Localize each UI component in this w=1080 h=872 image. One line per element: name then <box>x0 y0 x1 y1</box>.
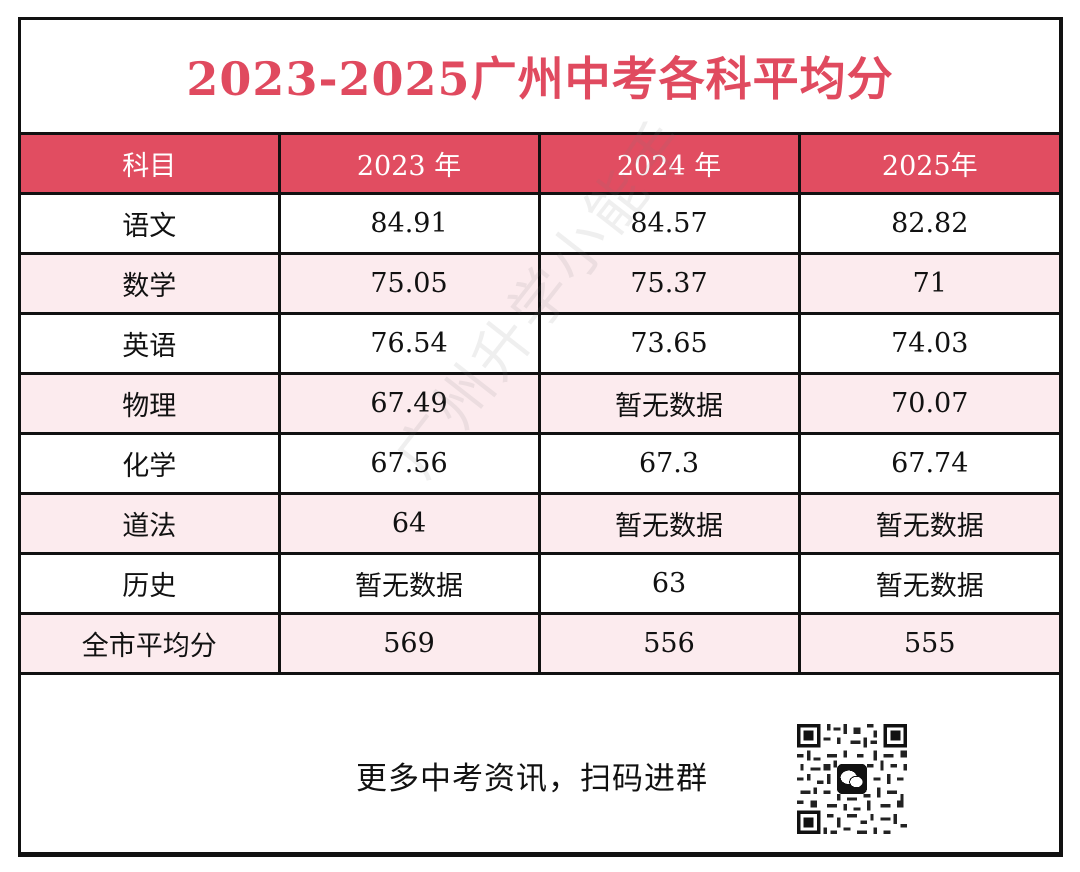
header-2023: 2023 年 <box>277 132 541 195</box>
table-row: 语文 84.91 84.57 82.82 <box>21 192 1059 255</box>
footer-cta-text: 更多中考资讯，扫码进群 <box>356 761 708 797</box>
page-title: 2023-2025广州中考各科平均分 <box>186 52 894 106</box>
wechat-qr-code-icon[interactable] <box>797 724 907 834</box>
cell-2023: 76.54 <box>277 312 541 375</box>
table-row: 化学 67.56 67.3 67.74 <box>21 432 1059 495</box>
table-header-row: 科目 2023 年 2024 年 2025年 <box>21 132 1059 195</box>
header-2024: 2024 年 <box>537 132 801 195</box>
cell-2025: 74.03 <box>797 312 1059 375</box>
cell-2024: 67.3 <box>537 432 801 495</box>
cell-2023: 暂无数据 <box>277 552 541 615</box>
cell-2024: 73.65 <box>537 312 801 375</box>
cell-2024: 84.57 <box>537 192 801 255</box>
table-row: 数学 75.05 75.37 71 <box>21 252 1059 315</box>
cell-2024: 556 <box>537 612 801 675</box>
cell-2024: 75.37 <box>537 252 801 315</box>
footer: 更多中考资讯，扫码进群 <box>21 698 1059 852</box>
cell-2025: 67.74 <box>797 432 1059 495</box>
cell-2023: 67.56 <box>277 432 541 495</box>
cell-subject: 历史 <box>21 552 281 615</box>
cell-subject: 物理 <box>21 372 281 435</box>
cell-subject: 英语 <box>21 312 281 375</box>
cell-2023: 84.91 <box>277 192 541 255</box>
cell-2025: 71 <box>797 252 1059 315</box>
cell-subject: 语文 <box>21 192 281 255</box>
table-row: 英语 76.54 73.65 74.03 <box>21 312 1059 375</box>
cell-2025: 555 <box>797 612 1059 675</box>
cell-2025: 暂无数据 <box>797 552 1059 615</box>
scores-table: 科目 2023 年 2024 年 2025年 语文 84.91 84.57 82… <box>21 132 1059 675</box>
cell-2025: 70.07 <box>797 372 1059 435</box>
table-row: 物理 67.49 暂无数据 70.07 <box>21 372 1059 435</box>
cell-subject: 全市平均分 <box>21 612 281 675</box>
header-subject: 科目 <box>21 132 281 195</box>
cell-2025: 82.82 <box>797 192 1059 255</box>
cell-subject: 数学 <box>21 252 281 315</box>
cell-2025: 暂无数据 <box>797 492 1059 555</box>
cell-2024: 暂无数据 <box>537 372 801 435</box>
cell-2023: 64 <box>277 492 541 555</box>
cell-2024: 63 <box>537 552 801 615</box>
cell-subject: 道法 <box>21 492 281 555</box>
header-2025: 2025年 <box>797 132 1059 195</box>
poster-frame: 2023-2025广州中考各科平均分 科目 2023 年 2024 年 2025… <box>18 17 1063 857</box>
cell-2023: 569 <box>277 612 541 675</box>
table-row: 道法 64 暂无数据 暂无数据 <box>21 492 1059 555</box>
cell-subject: 化学 <box>21 432 281 495</box>
cell-2023: 67.49 <box>277 372 541 435</box>
cell-2023: 75.05 <box>277 252 541 315</box>
table-row: 历史 暂无数据 63 暂无数据 <box>21 552 1059 615</box>
cell-2024: 暂无数据 <box>537 492 801 555</box>
table-row-total: 全市平均分 569 556 555 <box>21 612 1059 675</box>
